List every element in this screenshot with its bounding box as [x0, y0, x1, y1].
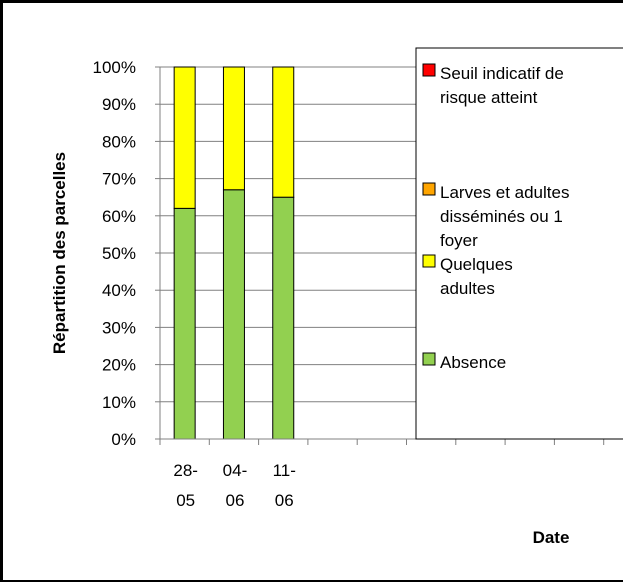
legend-label: Absence: [440, 353, 506, 372]
legend-swatch: [422, 63, 436, 77]
y-tick-label: 90%: [102, 95, 136, 114]
legend-label: adultes: [440, 279, 495, 298]
legend-label: foyer: [440, 231, 478, 250]
x-tick-label: 11-: [273, 461, 296, 480]
x-tick-label: 28-: [173, 461, 198, 480]
bars: [173, 66, 295, 440]
x-tick-label: 05: [176, 491, 195, 510]
y-tick-label: 80%: [102, 132, 136, 151]
y-tick-label: 30%: [102, 318, 136, 337]
legend-label: Larves et adultes: [440, 183, 569, 202]
y-tick-labels: 0% 10% 20% 30% 40% 50% 60% 70% 80% 90% 100%: [93, 58, 136, 449]
y-tick-label: 100%: [93, 58, 136, 77]
bar-segment: [272, 196, 295, 440]
bar-segment: [272, 66, 295, 198]
bar-segment: [222, 66, 245, 191]
y-tick-label: 40%: [102, 281, 136, 300]
bar-segment: [173, 66, 196, 209]
legend-swatch: [422, 254, 436, 268]
y-axis-title: Répartition des parcelles: [50, 152, 69, 354]
legend-label: Seuil indicatif de: [440, 64, 564, 83]
legend-label: risque atteint: [440, 88, 538, 107]
x-tick-label: 04-: [223, 461, 248, 480]
y-tick-label: 50%: [102, 244, 136, 263]
y-tick-label: 60%: [102, 207, 136, 226]
x-axis-title: Date: [533, 528, 570, 547]
x-tick-label: 06: [225, 491, 244, 510]
legend-label: Quelques: [440, 255, 513, 274]
legend-label: disséminés ou 1: [440, 207, 563, 226]
x-tick-label: 06: [275, 491, 294, 510]
y-tick-label: 0%: [111, 430, 136, 449]
bar-segment: [222, 189, 245, 440]
legend-box: [415, 47, 623, 440]
y-tick-label: 10%: [102, 393, 136, 412]
y-tick-label: 70%: [102, 170, 136, 189]
legend-swatch: [422, 352, 436, 366]
y-tick-label: 20%: [102, 356, 136, 375]
x-tick-labels: 28- 05 04- 06 11- 06: [173, 461, 296, 510]
stacked-bar-chart: 0% 10% 20% 30% 40% 50% 60% 70% 80% 90% 100% 28- 05 0…: [50, 47, 623, 547]
legend: Seuil indicatif de risque atteint Larves e…: [415, 47, 623, 440]
legend-swatch: [422, 182, 436, 196]
bar-segment: [173, 207, 196, 440]
